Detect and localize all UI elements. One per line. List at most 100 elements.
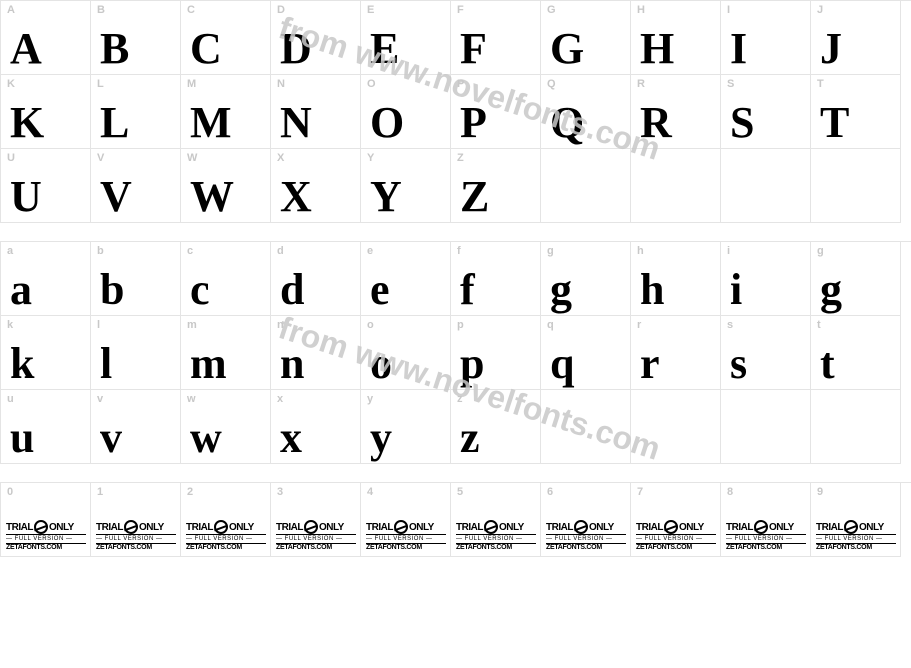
glyph-cell-label: m — [187, 319, 197, 331]
glyph-cell: 3TRIALONLY— FULL VERSION —ZETAFONTS.COM — [271, 483, 361, 557]
glyph-cell-label: T — [817, 78, 824, 90]
glyph-cell-label: p — [457, 319, 464, 331]
glyph-cell: ee — [361, 242, 451, 316]
glyph-cell-label: S — [727, 78, 734, 90]
glyph: c — [190, 268, 210, 312]
glyph-cell: VV — [91, 149, 181, 223]
glyph: L — [100, 101, 129, 145]
glyph-cell: ss — [721, 316, 811, 390]
glyph-cell-label: l — [97, 319, 100, 331]
glyph-cell-label: 5 — [457, 486, 463, 498]
glyph: R — [640, 101, 672, 145]
glyph-cell-label: L — [97, 78, 104, 90]
glyph: h — [640, 268, 664, 312]
trial-only-badge: TRIALONLY— FULL VERSION —ZETAFONTS.COM — [546, 520, 626, 551]
glyph-cell: EE — [361, 1, 451, 75]
glyph-cell-label: t — [817, 319, 821, 331]
glyph: T — [820, 101, 849, 145]
glyph-cell: 6 TRIALONLY— FULL VERSION —ZETAFONTS.COM — [541, 483, 631, 557]
glyph: C — [190, 27, 222, 71]
glyph: f — [460, 268, 475, 312]
glyph-cell-label: 8 — [727, 486, 733, 498]
glyph-cell: ff — [451, 242, 541, 316]
glyph-cell-label: s — [727, 319, 733, 331]
glyph: e — [370, 268, 390, 312]
glyph: r — [640, 342, 660, 386]
trial-only-badge: TRIALONLY— FULL VERSION —ZETAFONTS.COM — [6, 520, 86, 551]
glyph-cell-label: 7 — [637, 486, 643, 498]
glyph: M — [190, 101, 232, 145]
glyph-cell: QQ — [541, 75, 631, 149]
glyph-cell-label: R — [637, 78, 645, 90]
glyph-cell: 7 TRIALONLY— FULL VERSION —ZETAFONTS.COM — [631, 483, 721, 557]
trial-only-badge: TRIALONLY— FULL VERSION —ZETAFONTS.COM — [186, 520, 266, 551]
glyph-cell-label: 0 — [7, 486, 13, 498]
glyph-cell-label: d — [277, 245, 284, 257]
glyph-cell: LL — [91, 75, 181, 149]
glyph: l — [100, 342, 112, 386]
glyph-cell: cc — [181, 242, 271, 316]
glyph-cell: SS — [721, 75, 811, 149]
glyph-cell-label: X — [277, 152, 284, 164]
glyph: Q — [550, 101, 584, 145]
glyph-cell-label: J — [817, 4, 823, 16]
glyph: W — [190, 175, 234, 219]
glyph-cell — [631, 390, 721, 464]
glyph-cell-label: e — [367, 245, 373, 257]
glyph: N — [280, 101, 312, 145]
glyph-cell: ww — [181, 390, 271, 464]
glyph-cell-label: x — [277, 393, 283, 405]
glyph: Y — [370, 175, 402, 219]
glyph-cell-label: y — [367, 393, 373, 405]
glyph-cell: YY — [361, 149, 451, 223]
glyph-cell: 1TRIALONLY— FULL VERSION —ZETAFONTS.COM — [91, 483, 181, 557]
glyph: I — [730, 27, 747, 71]
glyph-cell-label: b — [97, 245, 104, 257]
glyph: E — [370, 27, 399, 71]
glyph-cell: JJ — [811, 1, 901, 75]
glyph-cell: gg — [811, 242, 901, 316]
glyph-cell-label: K — [7, 78, 15, 90]
glyph: O — [370, 101, 404, 145]
glyph: H — [640, 27, 674, 71]
glyph: d — [280, 268, 304, 312]
glyph-cell: nn — [271, 316, 361, 390]
glyph-cell-label: G — [547, 4, 556, 16]
glyph-cell: 8 TRIALONLY— FULL VERSION —ZETAFONTS.COM — [721, 483, 811, 557]
glyph-cell — [541, 149, 631, 223]
glyph-cell — [631, 149, 721, 223]
glyph-cell: 0 TRIALONLY— FULL VERSION —ZETAFONTS.COM — [1, 483, 91, 557]
glyph-cell: oo — [361, 316, 451, 390]
glyph-cell-label: Y — [367, 152, 374, 164]
glyph-cell-label: B — [97, 4, 105, 16]
glyph: q — [550, 342, 574, 386]
glyph: i — [730, 268, 742, 312]
glyph-cell: zz — [451, 390, 541, 464]
glyph: u — [10, 416, 34, 460]
trial-only-badge: TRIALONLY— FULL VERSION —ZETAFONTS.COM — [726, 520, 806, 551]
glyph: m — [190, 342, 227, 386]
glyph-cell: PP — [451, 75, 541, 149]
glyph: o — [370, 342, 392, 386]
glyph-cell-label: 2 — [187, 486, 193, 498]
glyph-cell: ii — [721, 242, 811, 316]
glyph-cell: qq — [541, 316, 631, 390]
glyph-cell-label: 6 — [547, 486, 553, 498]
glyph-cell: II — [721, 1, 811, 75]
glyph-cell: 4TRIALONLY— FULL VERSION —ZETAFONTS.COM — [361, 483, 451, 557]
glyph-cell-label: h — [637, 245, 644, 257]
glyph-grid-lower: aabbccddeeffgghhiiggkkllmmnnooppqqrrsstt… — [0, 241, 911, 464]
glyph-cell: UU — [1, 149, 91, 223]
glyph-cell: pp — [451, 316, 541, 390]
glyph-cell: ll — [91, 316, 181, 390]
glyph-cell-label: n — [277, 319, 284, 331]
glyph-cell-label: o — [367, 319, 374, 331]
glyph-cell — [541, 390, 631, 464]
trial-only-badge: TRIALONLY— FULL VERSION —ZETAFONTS.COM — [636, 520, 716, 551]
glyph-cell-label: 4 — [367, 486, 373, 498]
glyph-cell: vv — [91, 390, 181, 464]
glyph-cell — [811, 390, 901, 464]
glyph-cell: HH — [631, 1, 721, 75]
glyph-cell: BB — [91, 1, 181, 75]
glyph-cell-label: f — [457, 245, 461, 257]
